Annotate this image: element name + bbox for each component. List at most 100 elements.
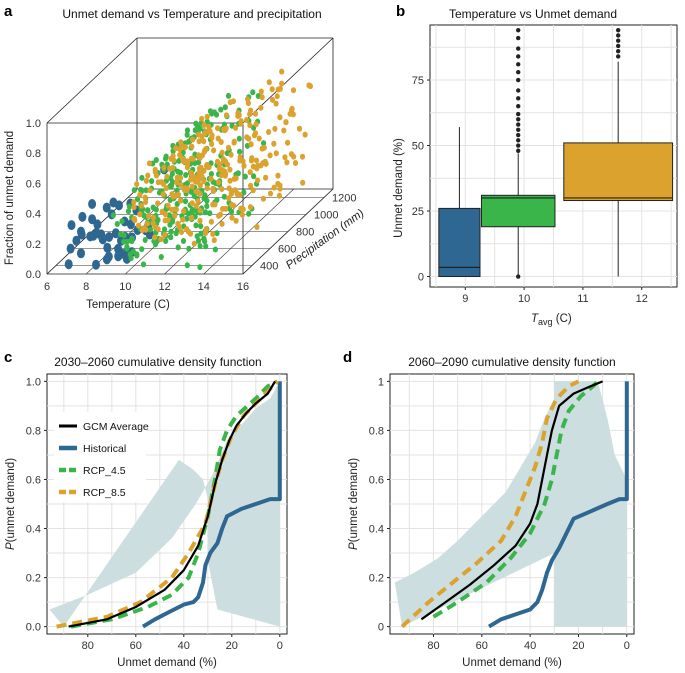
panel-a-point-rcp_4.5 [186, 245, 192, 252]
panel-a-points [64, 68, 313, 271]
panel-b-ytick-label: 25 [412, 206, 424, 218]
panel-a-point-rcp_4.5 [212, 246, 218, 253]
panel-a-point-rcp_8.5 [218, 172, 224, 179]
panel-a-letter: a [4, 3, 13, 20]
panel-a-point-rcp_8.5 [245, 100, 251, 107]
panel-c-ylabel: P(unmet demand) [5, 458, 17, 550]
panel-a-point-rcp_8.5 [269, 86, 275, 93]
panel-a-point-rcp_4.5 [125, 208, 132, 215]
panel-a-point-rcp_8.5 [193, 178, 199, 185]
panel-b-outlier [615, 33, 621, 38]
panel-a-point-rcp_8.5 [173, 145, 179, 152]
panel-c-line-historical [141, 381, 282, 629]
panel-c-ylabel-italic: P [5, 542, 17, 550]
panel-a-point-rcp_8.5 [180, 216, 186, 223]
panel-a-point-rcp_8.5 [277, 182, 283, 189]
panel-c-xtick-label: 40 [178, 640, 190, 652]
panel-a-point-rcp_8.5 [153, 172, 160, 179]
panel-b-outlier [516, 35, 521, 41]
panel-a-point-rcp_4.5 [184, 131, 190, 138]
panel-a-point-rcp_8.5 [237, 192, 243, 198]
panel-a-ytick-label: 0.6 [26, 178, 41, 190]
panel-a-point-rcp_8.5 [231, 139, 237, 146]
panel-c-series [49, 379, 282, 629]
panel-a-point-rcp_8.5 [241, 162, 247, 169]
panel-c-ytick-label: 0.8 [26, 425, 41, 437]
panel-a-point-rcp_8.5 [202, 230, 209, 237]
panel-a-point-rcp_8.5 [238, 118, 244, 125]
panel-a-xtick-label: 6 [44, 281, 50, 293]
panel-a-point-rcp_8.5 [273, 150, 279, 157]
panel-a-point-historical [97, 229, 106, 240]
panel-a-point-rcp_4.5 [261, 140, 267, 147]
panel-a-point-historical [88, 214, 97, 225]
panel-c-uncertainty-band [49, 381, 280, 627]
panel-a-point-rcp_8.5 [247, 169, 253, 176]
panel-a-point-rcp_4.5 [134, 251, 140, 258]
panel-a-point-rcp_8.5 [260, 160, 266, 167]
panel-a-point-rcp_4.5 [124, 238, 130, 245]
panel-a-point-rcp_4.5 [140, 261, 147, 268]
panel-a-point-rcp_8.5 [173, 179, 180, 186]
panel-a-point-rcp_8.5 [180, 155, 186, 162]
panel-b-outlier [516, 46, 521, 51]
panel-c-ytick-label: 0.2 [26, 573, 41, 585]
panel-a-point-rcp_8.5 [250, 163, 256, 170]
panel-a-point-rcp_8.5 [292, 160, 299, 166]
panel-a-point-rcp_8.5 [177, 197, 184, 204]
panel-b-ylabel: Unmet demand (%) [393, 138, 405, 238]
panel-a-point-rcp_4.5 [237, 148, 243, 155]
panel-a-point-rcp_8.5 [196, 169, 202, 176]
panel-a-point-rcp_8.5 [132, 217, 138, 224]
panel-a-point-rcp_8.5 [240, 206, 246, 213]
panel-a-point-rcp_8.5 [210, 185, 216, 192]
panel-c-legend-label: Historical [83, 443, 126, 455]
panel-b-outlier [516, 132, 521, 138]
panel-a-point-rcp_4.5 [153, 206, 159, 213]
panel-a-point-rcp_8.5 [178, 229, 185, 235]
panel-a-point-rcp_8.5 [147, 187, 153, 194]
panel-a-point-rcp_8.5 [181, 208, 187, 215]
panel-d-xtick-label: 80 [427, 640, 439, 652]
panel-a-point-rcp_8.5 [275, 172, 281, 179]
panel-b-outlier [516, 127, 521, 132]
panel-c-legend-label: GCM Average [83, 421, 149, 433]
panel-a-point-rcp_8.5 [197, 217, 203, 224]
panel-a-point-rcp_8.5 [191, 240, 197, 247]
panel-a-point-rcp_8.5 [184, 164, 190, 171]
panel-a-point-rcp_8.5 [143, 177, 149, 184]
panel-a-point-rcp_8.5 [218, 139, 224, 145]
panel-a-point-rcp_8.5 [253, 121, 259, 128]
panel-a-point-rcp_4.5 [147, 226, 154, 233]
panel-b-outlier [516, 117, 521, 122]
panel-a-point-rcp_8.5 [172, 212, 178, 219]
panel-a-point-rcp_8.5 [146, 160, 153, 167]
panel-a-point-rcp_8.5 [285, 139, 291, 146]
panel-a-point-rcp_8.5 [253, 157, 260, 164]
panel-a-point-historical [105, 232, 114, 242]
panel-a-point-rcp_4.5 [202, 209, 208, 216]
panel-d-xtick-label: 20 [572, 640, 584, 652]
panel-a-ztick-label: 400 [260, 261, 278, 273]
panel-a-point-rcp_8.5 [269, 96, 276, 103]
panel-a-point-rcp_8.5 [182, 143, 188, 150]
panel-a-point-rcp_4.5 [193, 222, 199, 229]
panel-a-point-rcp_4.5 [138, 186, 144, 193]
panel-a-point-rcp_4.5 [143, 187, 149, 194]
panel-a-point-rcp_8.5 [203, 128, 209, 135]
panel-a-point-rcp_8.5 [240, 158, 246, 165]
panel-a-point-rcp_8.5 [137, 211, 143, 218]
panel-a-point-rcp_4.5 [189, 209, 195, 216]
panel-a-point-rcp_4.5 [183, 172, 189, 178]
panel-a-point-rcp_8.5 [189, 215, 195, 221]
panel-a-point-rcp_8.5 [167, 165, 173, 172]
panel-c-legend-label: RCP_8.5 [83, 487, 126, 499]
panel-b-outlier [516, 69, 521, 75]
panel-c-ytick-label: 0.4 [26, 524, 41, 536]
panel-a-xtick-label: 14 [198, 281, 210, 293]
panel-a-point-rcp_4.5 [149, 178, 155, 185]
panel-b-box [563, 142, 674, 202]
panel-b-outlier [516, 28, 521, 33]
panel-b-outlier [615, 54, 621, 59]
panel-a-point-rcp_8.5 [279, 68, 285, 75]
